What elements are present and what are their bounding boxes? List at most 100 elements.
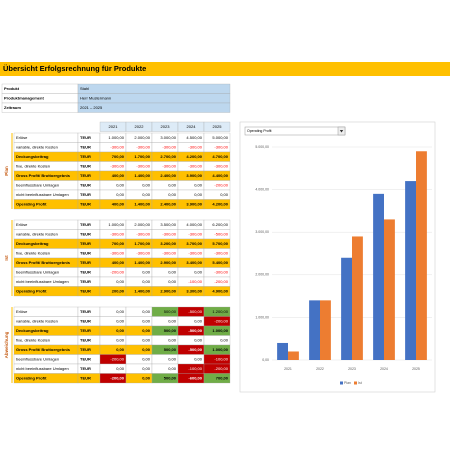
value: 6.200,00 [212, 222, 228, 227]
value: 3.300,00 [186, 288, 202, 293]
row-label: beeinflussbare Umlagen [16, 269, 59, 274]
value: 500,00 [164, 309, 177, 314]
value: 2.000,00 [134, 222, 150, 227]
unit-label: TEUR [80, 154, 91, 159]
value: 0,00 [168, 182, 177, 187]
section-label: Plan [4, 166, 9, 176]
row-label: nicht beeinflussbare Umlagen [16, 279, 69, 284]
row-label: Erlöse [16, 309, 28, 314]
y-tick-label: 5.000,00 [255, 145, 269, 149]
unit-label: TEUR [80, 182, 91, 187]
unit-label: TEUR [80, 356, 91, 361]
value: -300,00 [110, 144, 124, 149]
info-value: Stahl [80, 86, 89, 91]
bar [277, 342, 288, 360]
row-label: variable, direkte Kosten [16, 231, 58, 236]
value: 4.400,00 [212, 173, 228, 178]
year-header: 2025 [213, 124, 223, 129]
value: -200,00 [214, 318, 228, 323]
unit-label: TEUR [80, 173, 91, 178]
value: -100,00 [188, 279, 202, 284]
legend-swatch [340, 381, 343, 385]
value: 700,00 [216, 375, 229, 380]
value: 3.200,00 [160, 241, 176, 246]
x-tick-label: 2025 [412, 367, 420, 371]
bar [384, 219, 395, 360]
value: 3.900,00 [186, 201, 202, 206]
section-label: Ist [4, 255, 9, 261]
value: 0,00 [116, 347, 125, 352]
value: 0,00 [142, 192, 151, 197]
value: 2.900,00 [160, 260, 176, 265]
value-cell [203, 199, 231, 210]
row-label: Gross Profit/ Bruttoergebnis [16, 173, 71, 178]
bar [288, 351, 299, 360]
bar [352, 236, 363, 360]
info-value-cell [77, 83, 231, 94]
row-label: variable, direkte Kosten [16, 318, 58, 323]
unit-label: TEUR [80, 135, 91, 140]
value: 1.400,00 [134, 201, 150, 206]
value: 0,00 [116, 328, 125, 333]
y-tick-label: 3.000,00 [255, 230, 269, 234]
value: 1.200,00 [212, 309, 228, 314]
value: 0,00 [116, 279, 125, 284]
value: -300,00 [136, 231, 150, 236]
y-tick-label: 0,00 [262, 358, 269, 362]
section-label: Abweichung [4, 331, 9, 358]
bar [309, 300, 320, 360]
value: 5.700,00 [212, 241, 228, 246]
value: 1.400,00 [134, 173, 150, 178]
unit-label: TEUR [80, 231, 91, 236]
value: 1.700,00 [134, 154, 150, 159]
row-label: beeinflussbare Umlagen [16, 182, 59, 187]
unit-label: TEUR [80, 337, 91, 342]
value: 0,00 [194, 337, 203, 342]
value: -300,00 [188, 250, 202, 255]
value: 4.200,00 [186, 154, 202, 159]
value: 2.400,00 [160, 173, 176, 178]
value: 0,00 [194, 192, 203, 197]
value: 2.000,00 [134, 135, 150, 140]
value: -200,00 [214, 279, 228, 284]
unit-label: TEUR [80, 309, 91, 314]
row-label: Erlöse [16, 135, 28, 140]
value: 0,00 [194, 182, 203, 187]
year-header: 2021 [109, 124, 119, 129]
legend-swatch [354, 381, 357, 385]
unit-label: TEUR [80, 288, 91, 293]
unit-label: TEUR [80, 192, 91, 197]
value: 4.900,00 [212, 288, 228, 293]
value: 500,00 [164, 375, 177, 380]
row-label: beeinflussbare Umlagen [16, 356, 59, 361]
legend-label: Ist [358, 381, 362, 385]
unit-label: TEUR [80, 279, 91, 284]
value: -300,00 [188, 231, 202, 236]
value: 400,00 [112, 201, 125, 206]
unit-label: TEUR [80, 328, 91, 333]
row-label: Erlöse [16, 222, 28, 227]
value: 0,00 [194, 269, 203, 274]
value: 0,00 [116, 182, 125, 187]
value: 5.000,00 [212, 135, 228, 140]
value: 1.000,00 [212, 328, 228, 333]
year-header: 2022 [135, 124, 145, 129]
value: 0,00 [142, 269, 151, 274]
value: -500,00 [214, 231, 228, 236]
value: -300,00 [136, 250, 150, 255]
value: 1.400,00 [134, 260, 150, 265]
value: 0,00 [116, 366, 125, 371]
row-label: variable, direkte Kosten [16, 144, 58, 149]
value: 0,00 [142, 279, 151, 284]
value: 0,00 [168, 337, 177, 342]
value: 0,00 [116, 318, 125, 323]
year-header-cell [203, 121, 231, 132]
value: 0,00 [116, 309, 125, 314]
value: 1.000,00 [108, 222, 124, 227]
value: 0,00 [168, 269, 177, 274]
unit-label: TEUR [80, 250, 91, 255]
value: 1.000,00 [212, 347, 228, 352]
value: -100,00 [214, 356, 228, 361]
unit-label: TEUR [80, 260, 91, 265]
